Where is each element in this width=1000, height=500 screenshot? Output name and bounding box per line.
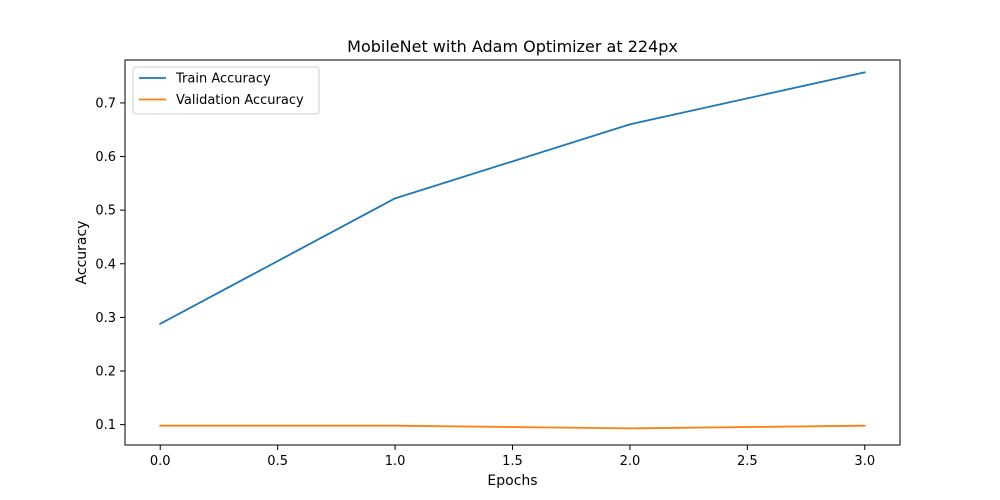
y-tick-label: 0.6 xyxy=(95,150,116,165)
series-layer xyxy=(159,71,866,430)
legend: Train Accuracy Validation Accuracy xyxy=(132,66,320,115)
y-tick-label: 0.4 xyxy=(95,257,116,272)
y-tick-label: 0.2 xyxy=(95,365,116,380)
y-axis: 0.1 0.2 0.3 0.4 0.5 0.6 0.7 xyxy=(95,96,125,433)
legend-label-train-accuracy: Train Accuracy xyxy=(175,72,271,87)
x-axis-label: Epochs xyxy=(487,473,537,489)
chart-title: MobileNet with Adam Optimizer at 224px xyxy=(347,37,678,56)
legend-box xyxy=(132,66,320,115)
series-line-validation-accuracy xyxy=(159,424,866,430)
legend-label-validation-accuracy: Validation Accuracy xyxy=(176,93,304,108)
x-tick-label: 3.0 xyxy=(854,454,875,469)
x-tick-label: 2.5 xyxy=(737,454,758,469)
y-tick-label: 0.7 xyxy=(95,96,116,111)
x-tick-label: 1.5 xyxy=(502,454,523,469)
x-tick-label: 2.0 xyxy=(620,454,641,469)
x-axis: 0.0 0.5 1.0 1.5 2.0 2.5 3.0 xyxy=(150,445,875,469)
y-axis-label: Accuracy xyxy=(74,221,90,285)
x-tick-label: 0.5 xyxy=(267,454,288,469)
y-tick-label: 0.1 xyxy=(95,418,116,433)
plot-frame xyxy=(124,59,901,446)
y-tick-label: 0.3 xyxy=(95,311,116,326)
series-line-train-accuracy xyxy=(159,71,866,326)
y-tick-label: 0.5 xyxy=(95,204,116,219)
x-tick-label: 0.0 xyxy=(150,454,171,469)
x-tick-label: 1.0 xyxy=(385,454,406,469)
